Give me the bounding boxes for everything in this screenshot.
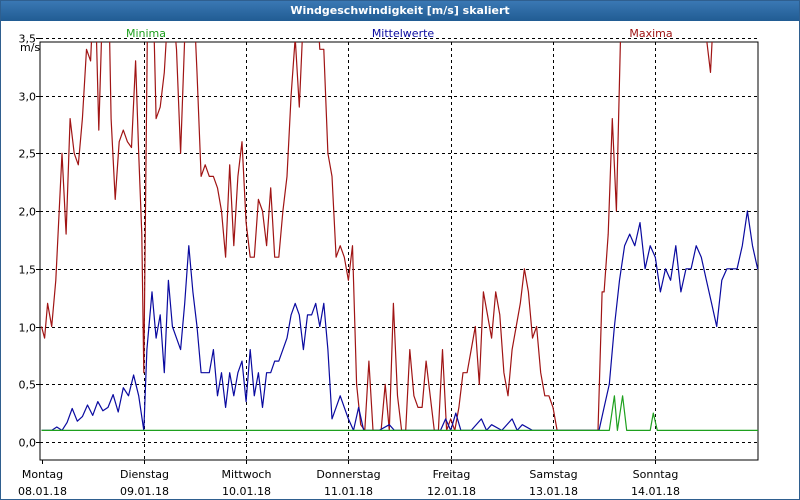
- x-tick-weekday: Montag: [22, 468, 63, 481]
- legend-item: Maxima: [629, 27, 672, 40]
- x-tick-date: 11.01.18: [324, 485, 373, 498]
- y-tick-label: 3,5: [19, 33, 37, 46]
- x-tick-date: 13.01.18: [529, 485, 578, 498]
- x-axis: Montag 08.01.18 Dienstag 09.01.18 Mittwoch 10…: [18, 460, 680, 498]
- legend: Maxima Mittelwerte Minima: [126, 27, 673, 40]
- x-tick-date: 09.01.18: [120, 485, 169, 498]
- y-tick-label: 2,0: [19, 206, 37, 219]
- y-tick-label: 0,0: [19, 437, 37, 450]
- legend-item: Minima: [126, 27, 166, 40]
- series-line-mittelwerte: [41, 210, 758, 431]
- y-tick-label: 3,0: [19, 91, 37, 104]
- x-tick-date: 12.01.18: [427, 485, 476, 498]
- y-axis-label: m/s: [20, 41, 40, 54]
- x-tick-date: 08.01.18: [18, 485, 67, 498]
- series-line-maxima: [40, 42, 713, 431]
- y-tick-label: 1,0: [19, 322, 37, 335]
- x-tick-weekday: Dienstag: [120, 468, 169, 481]
- x-tick-date: 10.01.18: [222, 485, 271, 498]
- x-tick-weekday: Samstag: [529, 468, 577, 481]
- y-axis: m/s 0,00,51,01,52,02,53,03,54,04,55,05,5…: [19, 33, 41, 450]
- x-tick-weekday: Mittwoch: [222, 468, 272, 481]
- x-tick-weekday: Donnerstag: [316, 468, 380, 481]
- y-tick-label: 1,5: [19, 264, 37, 277]
- y-tick-label: 2,5: [19, 148, 37, 161]
- window-title: Windgeschwindigkeit [m/s] skaliert: [1, 1, 799, 21]
- series-line-minima: [41, 395, 758, 431]
- x-tick-weekday: Sonntag: [633, 468, 679, 481]
- x-tick-weekday: Freitag: [433, 468, 471, 481]
- y-tick-label: 0,5: [19, 379, 37, 392]
- legend-item: Mittelwerte: [372, 27, 435, 40]
- x-tick-date: 14.01.18: [631, 485, 680, 498]
- plot-area: [39, 41, 759, 461]
- series-group: [40, 42, 758, 431]
